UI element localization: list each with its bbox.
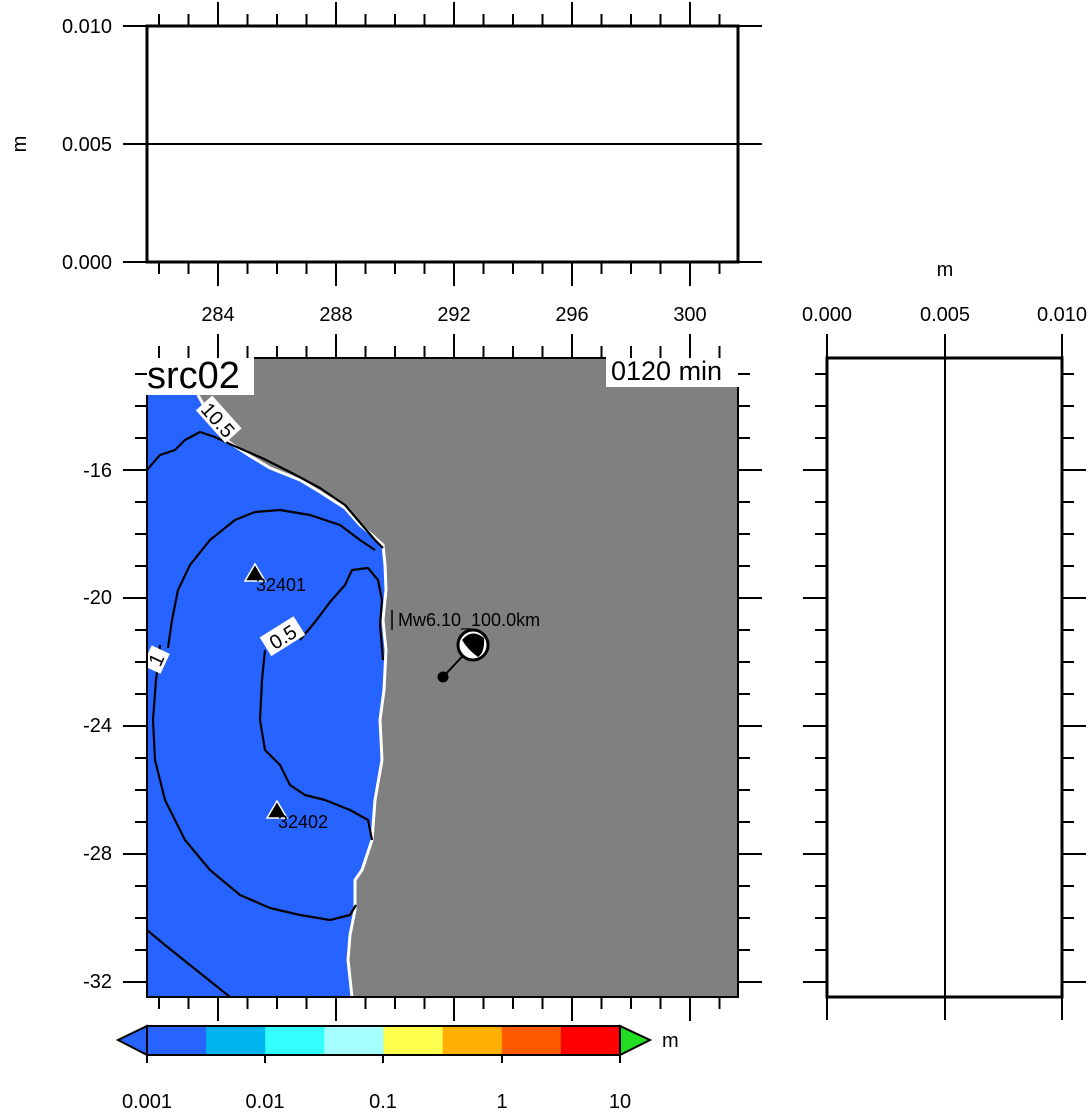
focal-mechanism-beachball-icon: [456, 628, 490, 662]
contour-label-1: 1: [142, 645, 170, 674]
colorbar-segment: [324, 1026, 384, 1055]
top-ytick-0: 0.010: [62, 16, 112, 38]
colorbar-over-triangle: [619, 1024, 653, 1057]
colorbar-under-triangle: [115, 1024, 148, 1057]
source-label-box: [143, 353, 254, 395]
top-timeseries-panel: 0.010 0.005 0.000 m 284 288 292 296 300: [9, 2, 762, 326]
contour-bottom: [146, 929, 231, 998]
time-label: 0120 min: [611, 356, 722, 386]
colorbar-unit: m: [662, 1030, 679, 1052]
top-ytick-1: 0.005: [62, 134, 112, 156]
colorbar-tick-0: 0.001: [122, 1091, 172, 1113]
source-label: src02: [147, 355, 240, 397]
contour-0.5m: [258, 566, 385, 841]
station-32401-triangle: [243, 562, 267, 582]
top-xtick-284: 284: [201, 304, 234, 326]
map-ytick-24: -24: [83, 715, 112, 737]
map-ytick-32: -32: [83, 971, 112, 993]
station-32402-label: 32402: [278, 812, 328, 832]
map-frame: [146, 357, 739, 998]
station-32401-label: 32401: [256, 575, 306, 595]
colorbar-segment: [501, 1026, 562, 1055]
side-panel-yticks: [803, 373, 1086, 983]
epicenter-label: Mw6.10_100.0km: [398, 610, 540, 631]
contour-outer: [146, 430, 384, 549]
colorbar-segment: [442, 1026, 503, 1055]
top-xtick-296: 296: [555, 304, 588, 326]
top-ylabel: m: [9, 136, 31, 153]
top-xtick-288: 288: [319, 304, 352, 326]
map-panel: 10.5 0.5 1 32401 32402 Mw6.10_100.: [83, 334, 762, 1021]
map-ytick-28: -28: [83, 843, 112, 865]
colorbar-tick-2: 0.1: [369, 1091, 397, 1113]
side-panel: 0.000 0.005 0.010 m: [802, 259, 1087, 1020]
station-32402-triangle: [265, 799, 289, 819]
station-32402: 32402: [265, 799, 328, 832]
colorbar-tick-1: 0.01: [246, 1091, 285, 1113]
colorbar-segment: [383, 1026, 444, 1055]
colorbar: m 0.001 0.01 0.1 1 10: [115, 1024, 679, 1113]
colorbar-tick-3: 1: [496, 1091, 507, 1113]
colorbar-segments: [147, 1026, 621, 1055]
colorbar-segment: [265, 1026, 325, 1055]
side-xtick-2: 0.010: [1037, 304, 1087, 326]
map-yticks: [123, 373, 762, 983]
station-32401: 32401: [243, 562, 306, 595]
top-xtick-300: 300: [673, 304, 706, 326]
time-label-box: [606, 353, 741, 387]
coastline: [196, 394, 388, 998]
side-xlabel: m: [937, 259, 954, 281]
top-panel-xticks: [158, 2, 721, 286]
epicenter-marker: Mw6.10_100.0km: [391, 610, 540, 683]
top-ytick-2: 0.000: [62, 252, 112, 274]
contour-1m: [151, 644, 357, 922]
colorbar-tick-4: 10: [609, 1091, 631, 1113]
colorbar-segment: [147, 1026, 207, 1055]
epicenter-dot: [437, 671, 449, 683]
contour-mid: [166, 508, 376, 649]
map-ytick-16: -16: [83, 460, 112, 482]
top-xtick-292: 292: [437, 304, 470, 326]
side-xtick-0: 0.000: [802, 304, 852, 326]
colorbar-segment: [206, 1026, 266, 1055]
map-ytick-20: -20: [83, 587, 112, 609]
side-xtick-1: 0.005: [920, 304, 970, 326]
colorbar-segment: [560, 1026, 621, 1055]
map-xticks: [158, 334, 721, 1021]
